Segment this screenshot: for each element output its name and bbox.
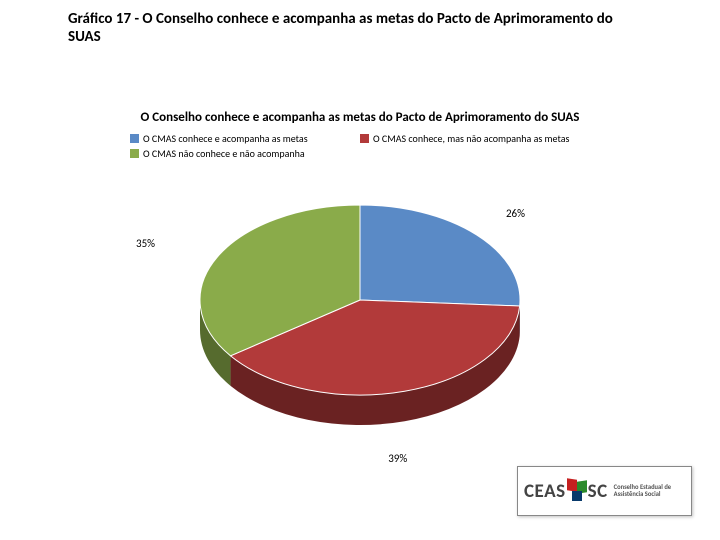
ceas-sc-logo: CEAS SC Conselho Estadual de Assistência… <box>517 466 692 516</box>
legend-swatch-icon <box>130 134 139 143</box>
page-title: Gráfico 17 - O Conselho conhece e acompa… <box>0 0 628 46</box>
pie-canvas: 26% 39% 35% <box>120 170 600 450</box>
pie-chart: O Conselho conhece e acompanha as metas … <box>120 110 600 450</box>
legend-item: O CMAS conhece e acompanha as metas <box>130 132 360 145</box>
legend-swatch-icon <box>360 134 369 143</box>
legend-item: O CMAS conhece, mas não acompanha as met… <box>360 132 590 145</box>
logo-main-text: CEAS SC <box>524 479 608 503</box>
data-label: 26% <box>506 207 525 220</box>
data-label: 39% <box>388 452 407 465</box>
legend-label: O CMAS conhece, mas não acompanha as met… <box>373 132 569 145</box>
map-icon <box>567 479 587 503</box>
legend-swatch-icon <box>130 149 139 158</box>
chart-legend: O CMAS conhece e acompanha as metas O CM… <box>120 132 600 170</box>
legend-label: O CMAS conhece e acompanha as metas <box>143 132 308 145</box>
chart-title: O Conselho conhece e acompanha as metas … <box>120 110 600 126</box>
legend-item: O CMAS não conhece e não acompanha <box>130 147 360 160</box>
logo-sub-text: Conselho Estadual de Assistência Social <box>614 484 685 498</box>
legend-label: O CMAS não conhece e não acompanha <box>143 147 305 160</box>
data-label: 35% <box>136 237 155 250</box>
